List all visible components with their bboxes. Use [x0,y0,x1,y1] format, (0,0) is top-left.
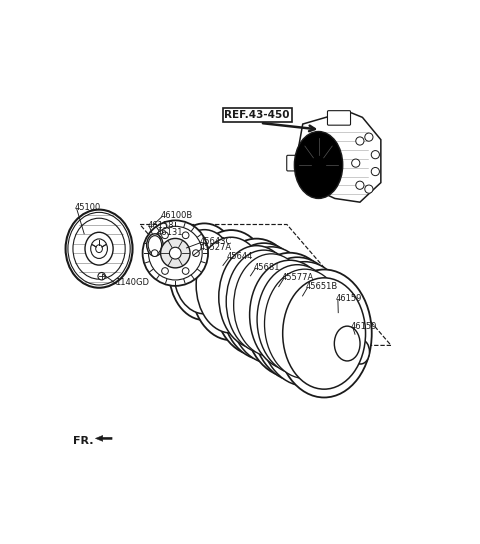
FancyBboxPatch shape [287,155,298,171]
Text: 45644: 45644 [227,252,253,261]
FancyBboxPatch shape [327,110,350,125]
Ellipse shape [264,269,345,379]
Circle shape [371,168,379,176]
Ellipse shape [148,226,202,280]
Text: 46100B: 46100B [160,211,192,220]
Ellipse shape [283,278,366,389]
Text: 45100: 45100 [75,203,101,212]
Circle shape [162,268,168,274]
Text: 46159: 46159 [336,294,362,304]
Ellipse shape [191,230,271,340]
Ellipse shape [244,253,336,377]
Text: REF.43-450: REF.43-450 [225,110,290,120]
Polygon shape [297,113,381,202]
Circle shape [151,250,158,256]
Ellipse shape [221,243,307,360]
Circle shape [182,268,189,274]
Ellipse shape [150,234,173,264]
Ellipse shape [228,247,314,363]
Ellipse shape [196,237,266,333]
Text: 45577A: 45577A [282,273,314,282]
Circle shape [98,273,106,280]
Ellipse shape [153,237,170,261]
Text: 45651B: 45651B [305,282,338,291]
Ellipse shape [226,250,301,353]
Ellipse shape [91,239,108,258]
Ellipse shape [169,248,181,259]
Text: 1140GD: 1140GD [115,279,149,287]
Circle shape [192,250,199,256]
Ellipse shape [219,246,294,349]
Text: 46131: 46131 [156,228,183,237]
Ellipse shape [335,326,360,361]
Circle shape [352,159,360,167]
Circle shape [365,133,373,141]
Ellipse shape [250,260,330,369]
Ellipse shape [252,257,343,381]
Circle shape [371,151,379,159]
Text: 46158: 46158 [147,221,174,230]
Circle shape [162,232,168,239]
Text: FR.: FR. [73,436,94,447]
Ellipse shape [161,238,190,268]
Ellipse shape [147,234,163,256]
Circle shape [182,232,189,239]
Ellipse shape [66,209,132,288]
Text: 45643C: 45643C [200,237,232,246]
Text: 45681: 45681 [253,263,280,272]
Circle shape [356,181,364,189]
Ellipse shape [329,319,365,368]
Text: 45527A: 45527A [200,243,232,252]
Polygon shape [96,435,112,441]
Ellipse shape [294,132,343,199]
Ellipse shape [214,239,299,355]
Ellipse shape [352,339,370,364]
Circle shape [356,137,364,145]
Ellipse shape [174,230,235,314]
Ellipse shape [276,269,372,398]
Ellipse shape [73,218,125,279]
Ellipse shape [169,224,240,320]
Text: 46159: 46159 [351,322,377,331]
Ellipse shape [85,232,113,265]
Ellipse shape [257,265,337,374]
Ellipse shape [234,254,309,357]
Circle shape [365,185,373,193]
Ellipse shape [148,236,162,254]
Ellipse shape [259,262,350,386]
Ellipse shape [143,220,208,286]
Ellipse shape [96,245,102,252]
Ellipse shape [68,212,130,285]
